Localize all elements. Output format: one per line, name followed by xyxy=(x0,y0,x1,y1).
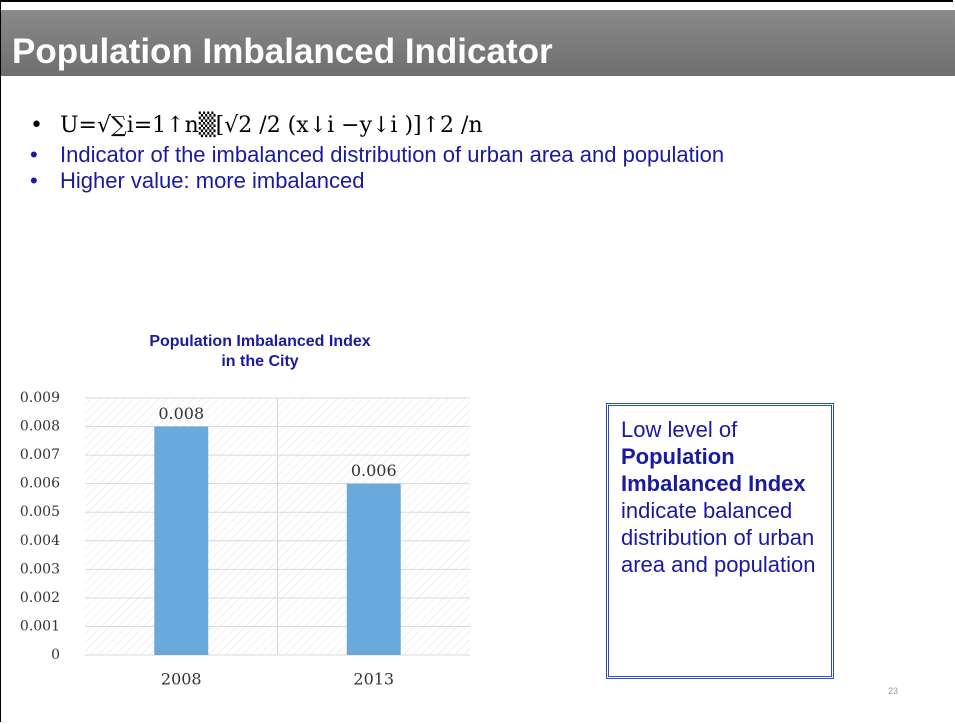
slide-title: Population Imbalanced Indicator xyxy=(12,32,553,71)
callout-bold: Population Imbalanced Index xyxy=(621,444,806,496)
bullet-list: U=√∑i=1↑n▒[√2 /2 (x↓i −y↓i )]↑2 /n Indic… xyxy=(30,110,724,194)
y-tick-label: 0.008 xyxy=(20,419,60,435)
y-tick-label: 0.005 xyxy=(20,504,60,520)
bullet: Higher value: more imbalanced xyxy=(30,168,724,194)
bullet: Indicator of the imbalanced distribution… xyxy=(30,142,724,168)
x-tick-label: 2008 xyxy=(161,670,202,689)
chart-title-line: in the City xyxy=(221,353,298,370)
y-tick-label: 0.007 xyxy=(20,447,60,463)
data-label: 0.008 xyxy=(158,404,204,423)
title-bar xyxy=(1,10,955,76)
page-number: 23 xyxy=(888,686,899,696)
callout-box: Low level of Population Imbalanced Index… xyxy=(606,403,834,679)
y-tick-label: 0.009 xyxy=(20,390,60,406)
y-tick-label: 0 xyxy=(51,647,60,663)
y-tick-label: 0.006 xyxy=(20,476,60,492)
data-label: 0.006 xyxy=(351,461,397,480)
x-tick-label: 2013 xyxy=(353,670,394,689)
chart-title-line: Population Imbalanced Index xyxy=(149,333,370,350)
bullet: U=√∑i=1↑n▒[√2 /2 (x↓i −y↓i )]↑2 /n xyxy=(30,110,724,142)
bar xyxy=(154,426,209,655)
chart-title: Population Imbalanced Index in the City xyxy=(149,333,370,370)
y-tick-label: 0.004 xyxy=(20,533,60,549)
y-tick-label: 0.002 xyxy=(20,590,60,606)
callout-text: indicate balanced distribution of urban … xyxy=(621,498,816,577)
y-tick-label: 0.003 xyxy=(20,561,60,577)
bar xyxy=(346,483,401,655)
y-tick-label: 0.001 xyxy=(20,618,60,634)
chart: Population Imbalanced Index in the City 0… xyxy=(20,333,470,689)
callout-text: Low level of xyxy=(621,417,738,442)
